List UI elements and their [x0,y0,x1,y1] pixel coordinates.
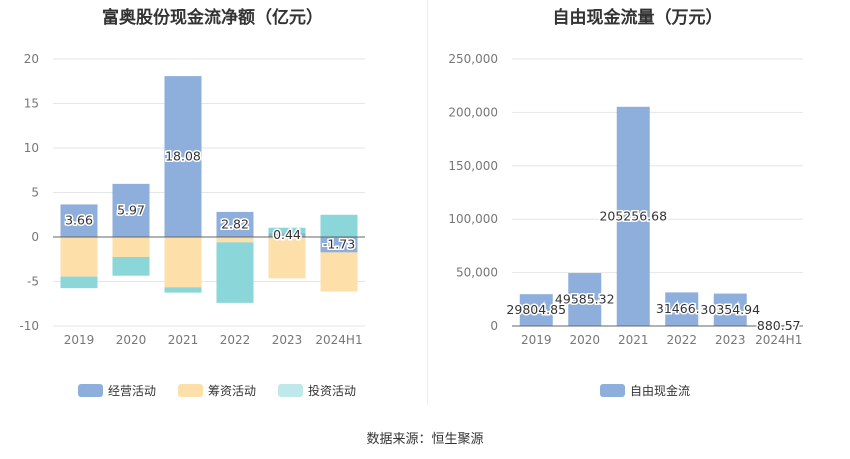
legend-item-operating[interactable]: 经营活动 [78,382,156,399]
legend-swatch-operating [78,384,103,397]
legend-swatch-investing [278,384,304,397]
x-tick-label: 2021 [618,333,649,347]
y-tick-label: 250,000 [448,52,498,66]
bar-3 [320,214,358,237]
y-tick-label: 5 [31,186,39,200]
bar-1 [164,76,202,237]
x-tick-label: 2020 [116,333,147,347]
legend-label-free-cashflow: 自由现金流 [630,384,691,398]
data-label: 205256.68 [599,208,667,223]
data-label: 30354.94 [700,302,760,317]
bar-2 [112,237,150,258]
bar-2 [268,237,306,279]
free-cashflow-chart: 250,000 200,000 150,000 100,000 50,000 0 2019 2… [448,52,803,347]
bar-1 [216,211,254,237]
cashflow-chart: 20 15 10 5 0 -5 -10 2019 2020 2021 2022 2023 2024H1 3… [19,52,365,347]
legend-swatch-financing [178,384,204,397]
cashflow-legend: 经营活动 筹资活动 投资活动 [78,382,356,399]
x-tick-label: 2021 [168,333,199,347]
free-cashflow-legend: 自由现金流 [600,382,690,399]
panel-divider [427,0,428,405]
data-label: 880.57 [757,318,801,333]
bar-3 [216,242,254,303]
y-tick-label: -5 [27,275,39,289]
x-tick-label: 2020 [569,333,600,347]
chart-title-cashflow: 富奥股份现金流净额（亿元） [102,8,323,28]
y-tick-label: 10 [24,141,39,155]
bar-1 [112,183,150,237]
x-tick-label: 2019 [64,333,95,347]
data-label: 2.82 [221,216,249,231]
chart-title-free-cashflow: 自由现金流量（万元） [552,8,723,28]
bar-1 [568,273,602,326]
bar-3 [112,257,150,276]
y-tick-label: 200,000 [448,105,498,119]
x-tick-label: 2024H1 [755,333,802,347]
y-tick-label: -10 [19,319,39,333]
bar-1 [713,293,747,326]
data-label: 3.66 [65,213,93,228]
data-label: 0.44 [273,227,301,242]
data-label: 49585.32 [555,292,615,307]
legend-item-financing[interactable]: 筹资活动 [178,382,256,399]
data-label: 31466.5 [656,301,708,316]
bar-1 [665,292,699,326]
bar-3 [268,227,306,234]
x-tick-label: 2023 [715,333,746,347]
x-tick-label: 2022 [666,333,697,347]
x-tick-label: 2023 [272,333,303,347]
legend-item-investing[interactable]: 投资活动 [278,382,356,399]
bar-1 [60,204,98,237]
x-tick-label: 2019 [521,333,552,347]
legend-label-operating: 经营活动 [108,384,157,398]
data-label: 18.08 [165,149,201,164]
y-tick-label: 100,000 [448,212,498,226]
y-tick-label: 20 [24,52,39,66]
data-label: -1.73 [323,237,355,252]
bar-3 [60,276,98,289]
legend-item-free-cashflow[interactable]: 自由现金流 [600,382,690,399]
bar-2 [60,237,98,277]
x-tick-label: 2022 [220,333,251,347]
legend-swatch-free-cashflow [600,384,625,397]
legend-label-investing: 投资活动 [308,384,357,398]
data-label: 29804.85 [506,302,566,317]
y-tick-label: 0 [490,319,498,333]
bar-1 [320,237,358,253]
legend-label-financing: 筹资活动 [208,384,257,398]
bar-1 [519,294,553,326]
y-tick-label: 15 [24,97,39,111]
data-label: 5.97 [117,202,145,217]
y-tick-label: 50,000 [456,266,498,280]
bar-1 [268,233,306,237]
x-tick-label: 2024H1 [315,333,362,347]
bar-2 [216,237,254,243]
bar-1 [616,106,650,327]
data-source: 数据来源：恒生聚源 [366,432,484,447]
bar-2 [320,252,358,292]
bar-3 [164,287,202,293]
bar-2 [164,237,202,288]
y-tick-label: 0 [31,230,39,244]
y-tick-label: 150,000 [448,159,498,173]
